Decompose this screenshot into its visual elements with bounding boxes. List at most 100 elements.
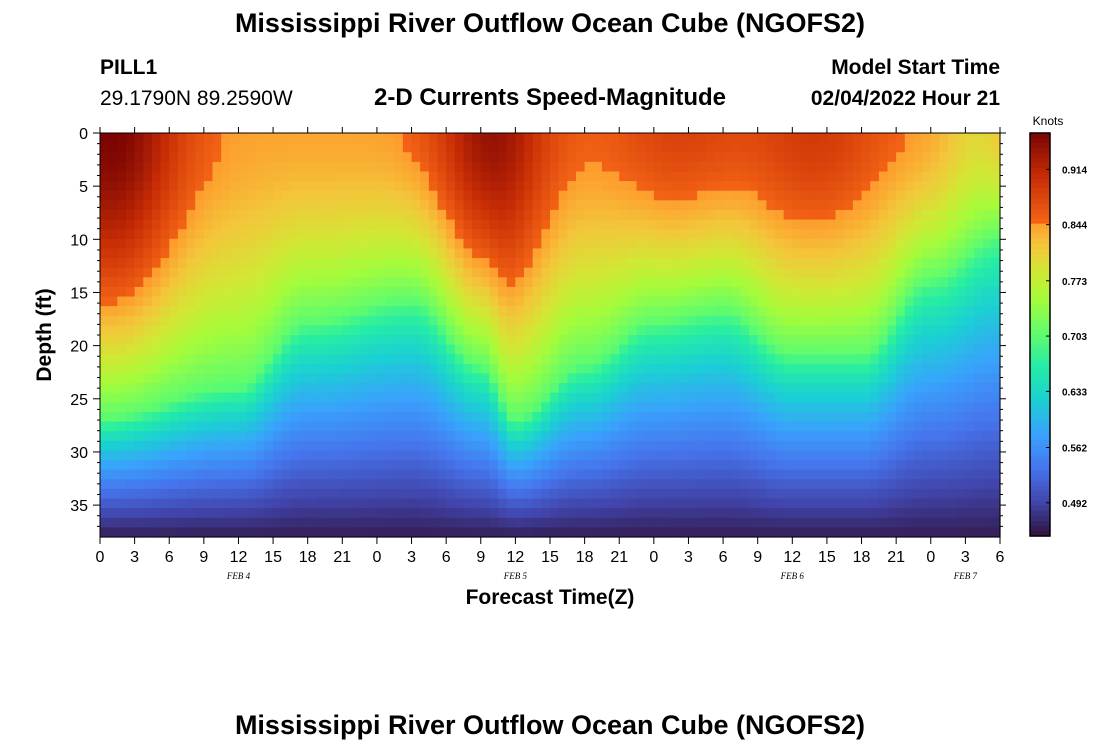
heatmap-cell xyxy=(991,152,1001,163)
heatmap-cell xyxy=(818,142,828,153)
heatmap-cell xyxy=(766,479,776,490)
heatmap-cell xyxy=(506,431,516,442)
heatmap-cell xyxy=(948,142,958,153)
heatmap-cell xyxy=(714,498,724,509)
heatmap-cell xyxy=(653,229,664,240)
heatmap-cell xyxy=(411,229,421,240)
heatmap-cell xyxy=(143,431,153,442)
heatmap-cell xyxy=(610,161,620,173)
heatmap-cell xyxy=(619,181,629,192)
heatmap-cell xyxy=(160,306,170,317)
heatmap-cell xyxy=(844,219,854,230)
heatmap-cell xyxy=(420,325,430,336)
heatmap-cell xyxy=(826,469,837,480)
heatmap-cell xyxy=(394,325,404,336)
heatmap-cell xyxy=(229,421,240,432)
heatmap-cell xyxy=(437,431,447,442)
heatmap-cell xyxy=(991,498,1001,509)
heatmap-cell xyxy=(506,402,516,413)
heatmap-cell xyxy=(264,479,274,490)
heatmap-cell xyxy=(515,527,525,538)
heatmap-cell xyxy=(575,335,586,346)
heatmap-cell xyxy=(524,152,534,163)
colorbar-segment xyxy=(1030,274,1050,280)
heatmap-cell xyxy=(524,161,534,173)
heatmap-cell xyxy=(472,479,482,490)
heatmap-cell xyxy=(411,498,421,509)
heatmap-cell xyxy=(463,402,473,413)
heatmap-cell xyxy=(766,161,776,173)
heatmap-cell xyxy=(844,238,854,250)
heatmap-cell xyxy=(125,460,136,471)
heatmap-cell xyxy=(826,527,837,538)
heatmap-cell xyxy=(904,248,915,259)
heatmap-cell xyxy=(818,344,828,355)
heatmap-cell xyxy=(255,296,266,307)
heatmap-cell xyxy=(852,296,863,307)
heatmap-cell xyxy=(454,402,465,413)
heatmap-cell xyxy=(922,392,932,403)
heatmap-cell xyxy=(212,440,222,452)
heatmap-cell xyxy=(541,142,551,153)
heatmap-cell xyxy=(852,335,863,346)
heatmap-cell xyxy=(783,325,793,336)
heatmap-cell xyxy=(203,286,214,298)
heatmap-cell xyxy=(783,335,793,346)
heatmap-cell xyxy=(221,171,231,182)
heatmap-cell xyxy=(636,200,646,211)
heatmap-cell xyxy=(697,508,707,519)
colorbar-segment xyxy=(1030,183,1050,190)
heatmap-cell xyxy=(411,277,421,288)
heatmap-cell xyxy=(134,248,144,259)
heatmap-cell xyxy=(541,421,551,432)
heatmap-cell xyxy=(333,421,343,432)
heatmap-cell xyxy=(532,498,542,509)
heatmap-cell xyxy=(991,209,1001,221)
heatmap-cell xyxy=(697,527,707,538)
heatmap-cell xyxy=(887,171,897,182)
heatmap-cell xyxy=(134,200,144,211)
heatmap-cell xyxy=(826,517,837,528)
heatmap-cell xyxy=(325,402,335,413)
heatmap-cell xyxy=(264,161,274,173)
heatmap-cell xyxy=(593,498,603,509)
heatmap-cell xyxy=(247,373,257,384)
heatmap-cell xyxy=(203,421,214,432)
heatmap-cell xyxy=(134,383,144,394)
heatmap-cell xyxy=(333,335,343,346)
heatmap-cell xyxy=(991,440,1001,452)
heatmap-cell xyxy=(567,508,577,519)
heatmap-cell xyxy=(835,450,845,461)
heatmap-cell xyxy=(783,267,793,278)
heatmap-cell xyxy=(359,286,369,298)
heatmap-cell xyxy=(177,219,188,230)
heatmap-cell xyxy=(411,527,421,538)
heatmap-cell xyxy=(705,190,716,201)
heatmap-cell xyxy=(532,238,542,250)
heatmap-cell xyxy=(974,161,984,173)
heatmap-cell xyxy=(844,142,854,153)
heatmap-cell xyxy=(411,161,421,173)
heatmap-cell xyxy=(350,402,361,413)
heatmap-cell xyxy=(584,527,594,538)
heatmap-cell xyxy=(290,325,300,336)
heatmap-cell xyxy=(350,383,361,394)
heatmap-cell xyxy=(117,440,127,452)
heatmap-cell xyxy=(610,392,620,403)
heatmap-cell xyxy=(904,229,915,240)
heatmap-cell xyxy=(610,238,620,250)
heatmap-cell xyxy=(160,238,170,250)
heatmap-cell xyxy=(454,219,465,230)
heatmap-cell xyxy=(489,392,499,403)
heatmap-cell xyxy=(749,325,759,336)
heatmap-cell xyxy=(515,354,525,365)
heatmap-cell xyxy=(662,181,672,192)
heatmap-cell xyxy=(394,258,404,269)
heatmap-cell xyxy=(671,286,681,298)
heatmap-cell xyxy=(221,344,231,355)
heatmap-cell xyxy=(350,508,361,519)
heatmap-cell xyxy=(688,411,698,423)
heatmap-cell xyxy=(125,392,136,403)
heatmap-cell xyxy=(307,488,317,500)
heatmap-cell xyxy=(896,479,906,490)
